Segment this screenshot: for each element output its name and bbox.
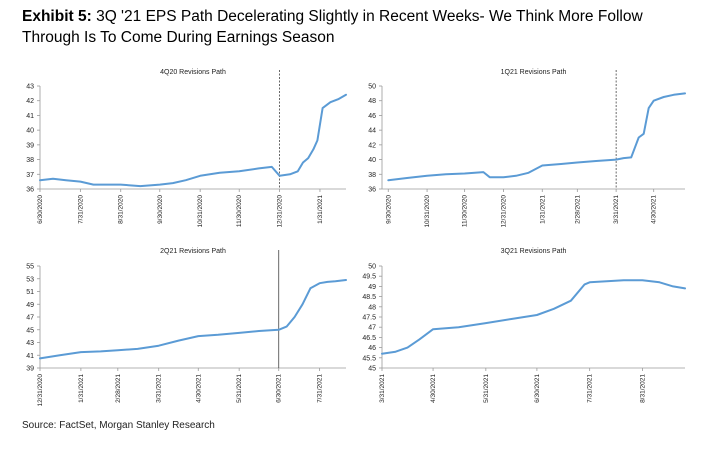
y-tick-label: 45 — [368, 366, 376, 373]
y-tick-label: 53 — [26, 276, 34, 283]
x-tick-label: 7/31/2021 — [317, 374, 324, 403]
y-tick-label: 39 — [26, 142, 34, 149]
exhibit-title: Exhibit 5: 3Q '21 EPS Path Decelerating … — [22, 6, 702, 48]
x-tick-label: 12/31/2020 — [500, 195, 507, 228]
y-tick-label: 36 — [26, 187, 34, 194]
y-tick-label: 51 — [26, 289, 34, 296]
y-tick-label: 48 — [368, 98, 376, 105]
y-tick-label: 46 — [368, 345, 376, 352]
x-tick-label: 5/31/2021 — [483, 374, 490, 403]
x-tick-label: 12/31/2020 — [37, 374, 44, 407]
y-tick-label: 49 — [368, 284, 376, 291]
x-tick-label: 2/28/2021 — [574, 195, 581, 224]
x-tick-label: 8/31/2021 — [639, 374, 646, 403]
y-tick-label: 40 — [26, 128, 34, 135]
x-tick-label: 12/31/2020 — [277, 195, 284, 228]
y-tick-label: 49.5 — [362, 274, 376, 281]
y-tick-label: 39 — [26, 366, 34, 373]
x-tick-label: 10/31/2020 — [424, 195, 431, 228]
chart-3q21-revisions: 3Q21 Revisions Path 45 45.5 46 46.5 47 47.5 48 4… — [362, 248, 686, 403]
x-tick-label: 5/31/2021 — [236, 374, 243, 403]
x-tick-label: 7/31/2020 — [77, 195, 84, 224]
y-tick-label: 41 — [26, 353, 34, 360]
chart-1q21-revisions: 1Q21 Revisions Path 36 38 40 42 44 46 48 50 9/30/… — [368, 69, 686, 228]
y-tick-label: 48 — [368, 304, 376, 311]
revisions-path-line — [39, 93, 347, 188]
y-tick-label: 44 — [368, 128, 376, 135]
y-tick-label: 55 — [26, 264, 34, 271]
revisions-path-line — [39, 279, 347, 360]
y-tick-label: 48.5 — [362, 294, 376, 301]
x-tick-label: 9/30/2020 — [157, 195, 164, 224]
x-tick-label: 4/30/2021 — [651, 195, 658, 224]
y-tick-label: 36 — [368, 187, 376, 194]
x-tick-label: 6/30/2020 — [37, 195, 44, 224]
y-tick-label: 37 — [26, 172, 34, 179]
y-tick-label: 43 — [26, 84, 34, 91]
chart-title: 3Q21 Revisions Path — [501, 248, 567, 255]
y-tick-label: 47.5 — [362, 315, 376, 322]
exhibit-label: Exhibit 5: — [22, 8, 92, 25]
x-tick-label: 4/30/2021 — [195, 374, 202, 403]
y-tick-label: 38 — [26, 157, 34, 164]
chart-4q20-revisions: 4Q20 Revisions Path 36 37 38 39 40 41 42 43 6/30/… — [26, 69, 347, 228]
chart-2q21-revisions: 2Q21 Revisions Path 39 41 43 45 47 49 51 53 55 12/… — [26, 248, 347, 407]
y-tick-label: 46.5 — [362, 335, 376, 342]
x-tick-label: 9/30/2020 — [385, 195, 392, 224]
x-tick-label: 1/31/2021 — [539, 195, 546, 224]
exhibit-title-text: 3Q '21 EPS Path Decelerating Slightly in… — [22, 8, 643, 46]
x-tick-label: 8/31/2020 — [118, 195, 125, 224]
y-tick-label: 47 — [368, 325, 376, 332]
x-tick-label: 1/31/2021 — [317, 195, 324, 224]
x-tick-label: 3/31/2021 — [156, 374, 163, 403]
y-tick-label: 43 — [26, 340, 34, 347]
chart-title: 2Q21 Revisions Path — [160, 248, 226, 255]
y-tick-label: 50 — [368, 264, 376, 271]
y-tick-label: 38 — [368, 172, 376, 179]
x-tick-label: 11/30/2020 — [236, 195, 243, 227]
y-tick-label: 49 — [26, 302, 34, 309]
chart-title: 4Q20 Revisions Path — [160, 69, 226, 76]
y-tick-label: 42 — [368, 142, 376, 149]
y-tick-label: 46 — [368, 113, 376, 120]
y-tick-label: 40 — [368, 157, 376, 164]
x-tick-label: 4/30/2021 — [430, 374, 437, 403]
y-tick-label: 47 — [26, 315, 34, 322]
y-tick-label: 45 — [26, 327, 34, 334]
revisions-path-line — [387, 92, 686, 182]
revisions-path-line — [381, 279, 686, 355]
x-tick-label: 1/31/2021 — [78, 374, 85, 403]
x-tick-label: 7/31/2021 — [587, 374, 594, 403]
y-tick-label: 50 — [368, 84, 376, 91]
x-tick-label: 3/31/2021 — [379, 374, 386, 403]
chart-title: 1Q21 Revisions Path — [501, 69, 567, 76]
x-tick-label: 2/28/2021 — [115, 374, 122, 403]
source-note: Source: FactSet, Morgan Stanley Research — [22, 420, 215, 431]
y-tick-label: 45.5 — [362, 355, 376, 362]
x-tick-label: 10/31/2020 — [197, 195, 204, 228]
x-tick-label: 6/30/2021 — [276, 374, 283, 403]
x-tick-label: 3/31/2021 — [613, 195, 620, 224]
x-tick-label: 11/30/2020 — [462, 195, 469, 227]
y-tick-label: 42 — [26, 98, 34, 105]
y-tick-label: 41 — [26, 113, 34, 120]
x-tick-label: 6/30/2021 — [534, 374, 541, 403]
